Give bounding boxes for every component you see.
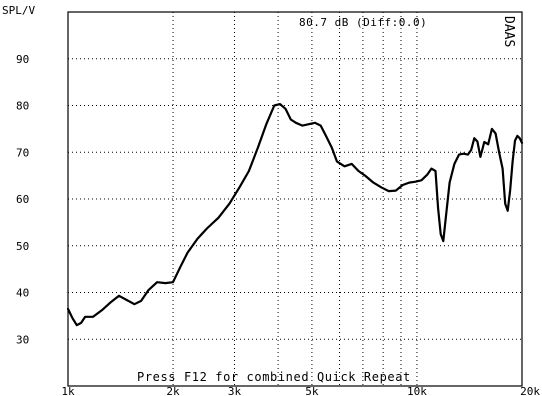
y-tick-label: 60 [16, 193, 29, 206]
x-tick-label: 1k [61, 385, 75, 396]
cursor-readout: 80.7 dB (Diff:0.0) [299, 16, 427, 29]
y-tick-label: 70 [16, 146, 29, 159]
y-tick-label: 40 [16, 287, 29, 300]
y-axis-label: SPL/V [2, 4, 35, 17]
y-tick-label: 30 [16, 333, 29, 346]
y-tick-label: 50 [16, 240, 29, 253]
status-prompt: Press F12 for combined Quick Repeat [137, 370, 411, 384]
plot-frame [67, 11, 523, 387]
x-tick-label: 2k [166, 385, 180, 396]
x-tick-label: 5k [305, 385, 319, 396]
x-tick-labels: 1k 2k 3k 5k 10k 20k [61, 385, 540, 396]
x-tick-label: 20k [520, 385, 540, 396]
x-tick-label: 10k [407, 385, 427, 396]
y-tick-label: 80 [16, 100, 29, 113]
y-tick-labels: 30 40 50 60 70 80 90 [16, 53, 29, 347]
spl-response-curve [66, 103, 524, 327]
y-tick-label: 90 [16, 53, 29, 66]
daas-badge: DAAS [501, 16, 516, 47]
chart-gridlines [67, 12, 523, 386]
x-tick-label: 3k [228, 385, 242, 396]
